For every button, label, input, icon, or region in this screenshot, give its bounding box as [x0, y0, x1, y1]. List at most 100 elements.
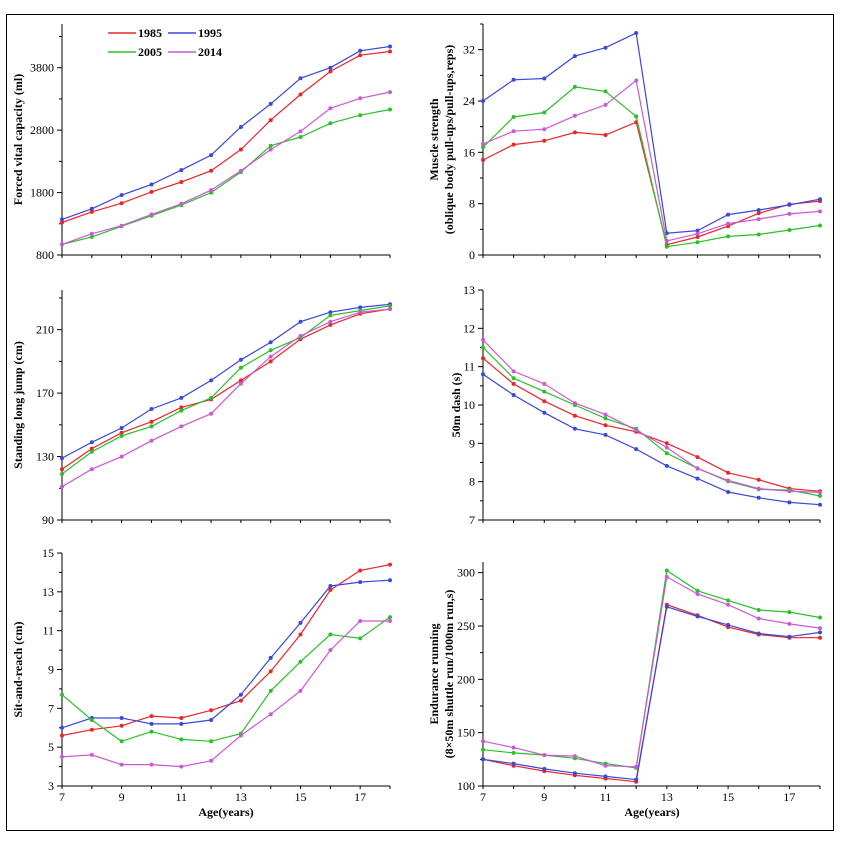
- data-point-2014: [89, 752, 94, 757]
- data-point-1985: [511, 142, 516, 147]
- data-point-2014: [726, 221, 731, 226]
- x-tick-label: 11: [175, 790, 187, 804]
- data-point-2005: [388, 107, 392, 112]
- data-point-2014: [695, 592, 700, 596]
- y-tick-label: 8: [469, 475, 475, 489]
- y-tick-label: 11: [463, 360, 475, 374]
- data-point-2005: [298, 135, 303, 139]
- data-point-2014: [756, 486, 761, 491]
- data-point-2005: [481, 747, 485, 752]
- data-point-2014: [179, 201, 184, 206]
- data-point-2014: [89, 231, 94, 236]
- data-point-1985: [328, 69, 333, 74]
- data-point-2005: [511, 115, 516, 119]
- data-point-1985: [328, 322, 333, 327]
- series-line-2005: [61, 108, 391, 245]
- data-point-1995: [603, 432, 608, 437]
- panel-50m-dash: 7 8 9 10 11 12 13 50m dash (s): [449, 283, 822, 527]
- data-point-2005: [149, 424, 154, 429]
- data-point-1995: [756, 208, 761, 213]
- data-point-1995: [603, 45, 608, 50]
- data-point-2005: [119, 433, 124, 438]
- data-point-1985: [89, 446, 94, 451]
- data-point-2005: [481, 145, 485, 150]
- data-point-2005: [634, 114, 639, 119]
- data-point-2014: [60, 484, 64, 489]
- data-point-2014: [481, 142, 485, 146]
- legend-item: 2005: [108, 45, 162, 59]
- data-point-1985: [388, 49, 392, 54]
- data-point-1985: [572, 413, 577, 418]
- data-point-2005: [818, 615, 822, 620]
- data-point-2014: [511, 129, 516, 134]
- data-point-1995: [60, 725, 64, 730]
- data-point-2014: [634, 764, 639, 769]
- data-point-1995: [238, 357, 243, 362]
- data-point-2005: [238, 365, 243, 370]
- data-point-1995: [695, 228, 700, 233]
- data-point-2014: [358, 619, 363, 623]
- data-point-1995: [268, 340, 273, 345]
- data-point-1995: [238, 125, 243, 129]
- data-point-2014: [149, 762, 154, 767]
- data-point-1995: [179, 168, 184, 173]
- series-line-1985: [61, 50, 391, 224]
- data-point-2005: [726, 234, 731, 239]
- data-point-1995: [726, 622, 731, 627]
- data-point-1995: [119, 716, 124, 720]
- data-point-1985: [328, 587, 333, 592]
- data-point-2014: [298, 334, 303, 338]
- data-point-1995: [328, 584, 333, 588]
- y-tick-label: 15: [42, 546, 54, 560]
- data-point-1985: [60, 733, 64, 738]
- data-point-2005: [60, 472, 64, 476]
- y-tick-label: 9: [48, 663, 54, 677]
- data-point-1995: [358, 305, 363, 310]
- y-tick-label: 13: [463, 283, 475, 297]
- y-tick-label: 1800: [30, 186, 54, 200]
- data-point-2005: [787, 610, 792, 615]
- data-point-1985: [119, 430, 124, 435]
- series-line-1985: [61, 564, 391, 737]
- data-point-2005: [119, 739, 124, 744]
- data-point-1985: [119, 723, 124, 728]
- data-point-1995: [756, 495, 761, 500]
- series-line-1995: [61, 45, 391, 220]
- data-point-2014: [511, 369, 516, 374]
- series-line-1995: [61, 303, 391, 459]
- legend: 1985 1995 2005 2014: [108, 26, 222, 59]
- series-line-2014: [482, 575, 821, 768]
- data-point-2014: [238, 733, 243, 738]
- data-point-1995: [149, 721, 154, 726]
- x-tick-label: 7: [59, 790, 65, 804]
- data-point-2014: [603, 412, 608, 417]
- data-point-1995: [726, 490, 731, 494]
- data-point-2005: [756, 608, 761, 612]
- data-point-1985: [149, 714, 154, 719]
- data-point-1995: [664, 463, 669, 468]
- data-point-1995: [298, 319, 303, 324]
- legend-item: 1985: [108, 26, 162, 40]
- data-point-1985: [268, 669, 273, 674]
- y-tick-label: 250: [457, 619, 475, 633]
- y-axis-label-secondary: (8×50m shuttle run/1000m run,s): [442, 590, 456, 759]
- data-point-2014: [542, 753, 547, 758]
- data-point-2014: [481, 337, 485, 342]
- series-line-2014: [482, 79, 821, 242]
- data-point-2014: [119, 454, 124, 459]
- y-tick-label: 8: [469, 197, 475, 211]
- data-point-2005: [603, 89, 608, 94]
- data-point-2005: [787, 228, 792, 232]
- data-point-2005: [328, 121, 333, 126]
- data-point-2014: [388, 619, 392, 623]
- y-tick-label: 800: [36, 248, 54, 262]
- y-axis-label: Standing long jump (cm): [11, 341, 25, 469]
- data-point-2014: [328, 648, 333, 653]
- data-point-1995: [481, 372, 485, 377]
- data-point-2005: [511, 750, 516, 755]
- y-tick-label: 130: [36, 450, 54, 464]
- data-point-1995: [481, 757, 485, 762]
- data-point-2005: [60, 692, 64, 697]
- data-point-2014: [481, 739, 485, 744]
